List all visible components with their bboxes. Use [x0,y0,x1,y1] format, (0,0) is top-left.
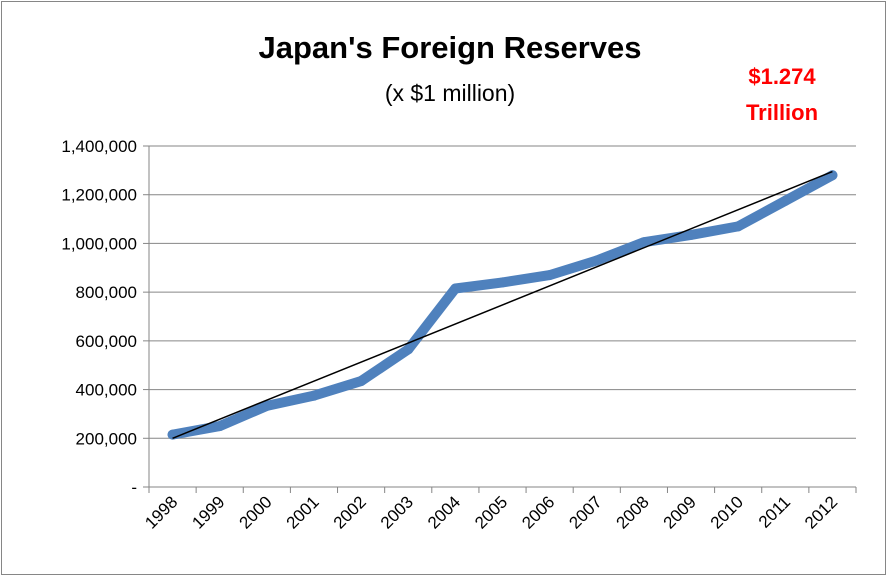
y-tick-label: 1,000,000 [61,234,137,253]
x-tick-label: 2009 [660,492,700,532]
series-layer [167,170,838,440]
x-tick-label: 2011 [755,492,794,531]
y-tick-label: - [131,478,137,497]
axis-layer [143,145,857,493]
annotation-unit: Trillion [746,100,818,125]
tick-label-layer: - 200,000 400,000 600,000 800,000 1,000,000 1,… [61,137,841,533]
y-tick-label: 800,000 [76,283,137,302]
data-point [261,400,272,411]
data-point [686,229,697,240]
y-tick-label: 600,000 [76,332,137,351]
y-tick-label: 200,000 [76,429,137,448]
data-point [544,270,555,281]
data-point [356,376,367,387]
data-point [214,421,225,432]
x-tick-label: 1999 [188,492,228,532]
data-point [450,283,461,294]
data-point [497,277,508,288]
x-tick-label: 2005 [471,492,511,532]
x-tick-label: 2004 [424,492,464,532]
x-tick-label: 2003 [377,492,417,532]
data-point [733,221,744,232]
chart-subtitle: (x $1 million) [385,80,515,106]
x-tick-label: 2010 [707,492,747,532]
data-point [780,195,791,206]
x-tick-label: 2002 [330,492,370,532]
x-tick-label: 2001 [283,492,323,532]
y-tick-label: 400,000 [76,381,137,400]
grid-layer [149,145,856,439]
x-tick-label: 2008 [613,492,653,532]
trendline-layer [172,170,833,439]
x-tick-label: 2000 [235,492,275,532]
x-tick-label: 2012 [801,492,841,532]
annotation-value: $1.274 [748,64,816,89]
data-point [308,390,319,401]
x-tick-label: 1998 [141,492,181,532]
data-point [591,255,602,266]
trendline [172,170,833,439]
y-tick-label: 1,400,000 [61,137,137,156]
y-tick-label: 1,200,000 [61,186,137,205]
data-point [638,237,649,248]
x-tick-label: 2007 [565,492,605,532]
x-tick-label: 2006 [518,492,558,532]
chart-title: Japan's Foreign Reserves [259,30,642,65]
data-point [403,344,414,355]
